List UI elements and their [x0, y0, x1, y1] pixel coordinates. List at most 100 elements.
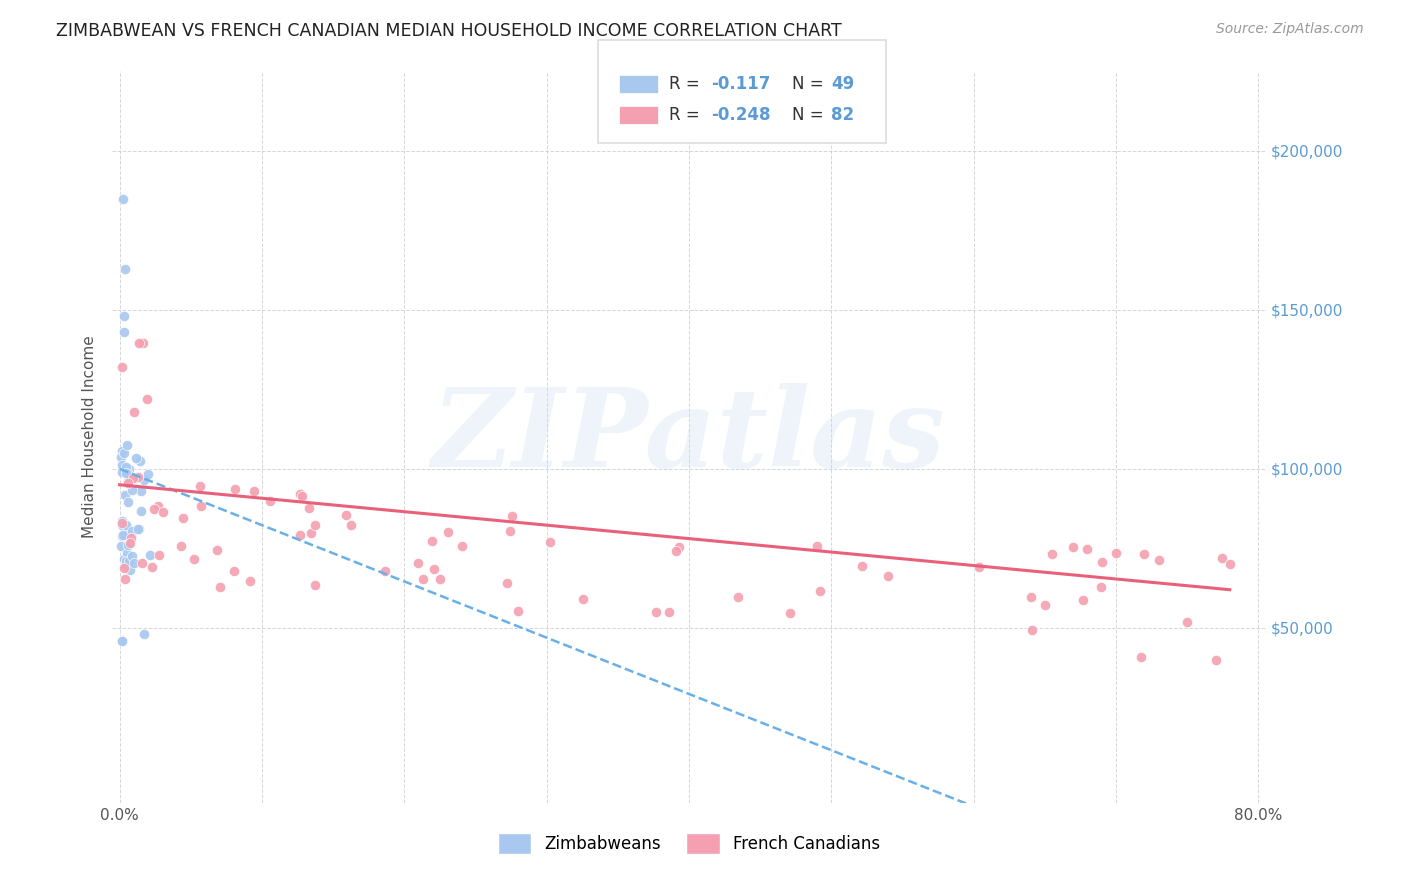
Text: ZIPatlas: ZIPatlas [432, 384, 946, 491]
Point [183, 552, 205, 566]
Text: N =: N = [792, 75, 823, 93]
Point [129, 454, 152, 468]
Point [188, 479, 211, 493]
Point [120, 531, 142, 545]
Text: R =: R = [669, 75, 700, 93]
Point [806, 539, 828, 553]
Point [1091, 555, 1114, 569]
Text: R =: R = [669, 106, 700, 124]
Text: -0.117: -0.117 [711, 75, 770, 93]
Point [129, 503, 152, 517]
Point [496, 576, 519, 591]
Point [290, 487, 312, 501]
Point [118, 563, 141, 577]
Point [117, 494, 139, 508]
Point [1147, 552, 1170, 566]
Point [114, 487, 136, 501]
Point [340, 518, 363, 533]
Point [499, 524, 522, 539]
Point [141, 560, 163, 574]
Text: 82: 82 [831, 106, 853, 124]
Point [110, 539, 132, 553]
Point [117, 466, 139, 480]
Point [335, 508, 357, 522]
Point [1205, 653, 1227, 667]
Point [412, 572, 434, 586]
Point [1033, 598, 1056, 612]
Point [117, 538, 139, 552]
Point [118, 471, 141, 485]
Point [429, 572, 451, 586]
Point [876, 569, 898, 583]
Point [572, 591, 595, 606]
Point [128, 336, 150, 351]
Point [114, 522, 136, 536]
Point [112, 552, 135, 566]
Point [779, 606, 801, 620]
Point [451, 539, 474, 553]
Point [1133, 547, 1156, 561]
Point [501, 509, 523, 524]
Point [121, 483, 143, 497]
Point [122, 556, 145, 570]
Point [1211, 551, 1233, 566]
Point [238, 574, 260, 588]
Point [1021, 623, 1043, 637]
Point [111, 516, 134, 531]
Point [139, 549, 162, 563]
Text: Source: ZipAtlas.com: Source: ZipAtlas.com [1216, 22, 1364, 37]
Point [112, 446, 135, 460]
Point [420, 534, 443, 549]
Point [114, 466, 136, 480]
Point [1071, 592, 1094, 607]
Point [112, 528, 135, 542]
Point [117, 476, 139, 491]
Point [148, 500, 170, 514]
Point [122, 471, 145, 485]
Point [664, 544, 686, 558]
Point [1019, 590, 1042, 604]
Point [118, 461, 141, 475]
Text: N =: N = [792, 106, 823, 124]
Point [127, 522, 149, 536]
Point [506, 604, 529, 618]
Point [115, 554, 138, 568]
Point [136, 467, 159, 481]
Point [111, 518, 134, 533]
Point [131, 336, 153, 351]
Point [111, 633, 134, 648]
Point [128, 522, 150, 536]
Point [115, 518, 138, 533]
Point [205, 543, 228, 558]
Point [111, 458, 134, 473]
Point [127, 470, 149, 484]
Point [124, 471, 146, 485]
Point [115, 459, 138, 474]
Point [1129, 650, 1152, 665]
Point [808, 584, 831, 599]
Point [121, 524, 143, 538]
Point [224, 483, 246, 497]
Point [111, 514, 134, 528]
Point [423, 561, 446, 575]
Point [222, 564, 245, 578]
Point [111, 633, 134, 648]
Point [190, 499, 212, 513]
Point [304, 518, 326, 533]
Text: ZIMBABWEAN VS FRENCH CANADIAN MEDIAN HOUSEHOLD INCOME CORRELATION CHART: ZIMBABWEAN VS FRENCH CANADIAN MEDIAN HOU… [56, 22, 842, 40]
Point [117, 474, 139, 488]
Point [115, 438, 138, 452]
Point [291, 489, 314, 503]
Point [143, 502, 166, 516]
Point [1076, 541, 1098, 556]
Point [208, 580, 231, 594]
Point [152, 505, 174, 519]
Point [120, 536, 142, 550]
Point [112, 561, 135, 575]
Point [1062, 540, 1084, 554]
Point [172, 510, 194, 524]
Point [111, 444, 134, 458]
Point [118, 554, 141, 568]
Point [132, 473, 155, 487]
Point [131, 556, 153, 570]
